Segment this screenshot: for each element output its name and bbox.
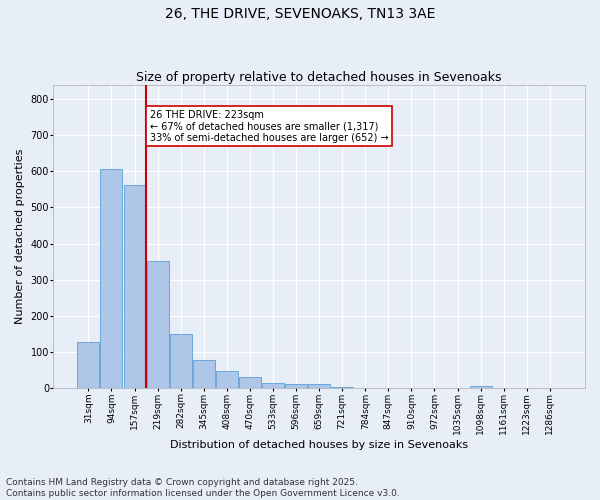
Y-axis label: Number of detached properties: Number of detached properties	[15, 148, 25, 324]
Bar	[285, 384, 307, 388]
Bar	[470, 386, 491, 388]
Bar	[262, 384, 284, 388]
Bar	[193, 360, 215, 388]
Bar	[124, 184, 145, 388]
X-axis label: Distribution of detached houses by size in Sevenoaks: Distribution of detached houses by size …	[170, 440, 468, 450]
Bar	[77, 342, 100, 388]
Bar	[216, 371, 238, 388]
Title: Size of property relative to detached houses in Sevenoaks: Size of property relative to detached ho…	[136, 72, 502, 85]
Bar	[308, 384, 330, 388]
Bar	[100, 168, 122, 388]
Text: 26, THE DRIVE, SEVENOAKS, TN13 3AE: 26, THE DRIVE, SEVENOAKS, TN13 3AE	[165, 8, 435, 22]
Bar	[331, 386, 353, 388]
Bar	[239, 378, 261, 388]
Bar	[170, 334, 191, 388]
Bar	[146, 261, 169, 388]
Text: Contains HM Land Registry data © Crown copyright and database right 2025.
Contai: Contains HM Land Registry data © Crown c…	[6, 478, 400, 498]
Text: 26 THE DRIVE: 223sqm
← 67% of detached houses are smaller (1,317)
33% of semi-de: 26 THE DRIVE: 223sqm ← 67% of detached h…	[149, 110, 388, 143]
